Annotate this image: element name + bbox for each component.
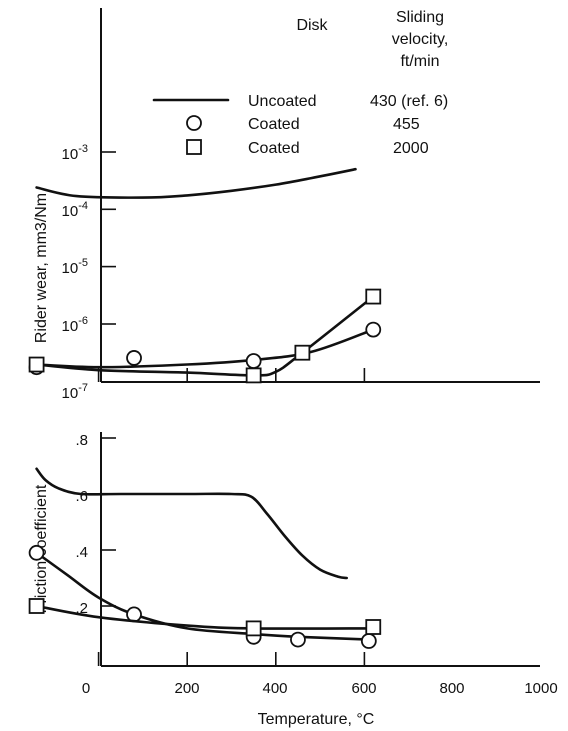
legend-header-velocity-line1: Sliding — [396, 9, 444, 26]
xtick-label-1000: 1000 — [524, 680, 557, 697]
wear-ytick-label-1e-3: 10-3 — [62, 143, 88, 163]
wear-point-coated-2000-2 — [294, 344, 311, 361]
wear-y-axis-label: Rider wear, mm3/Nm — [33, 193, 50, 343]
friction-point-coated-455-3 — [290, 631, 306, 648]
friction-point-coated-2000-2 — [365, 619, 382, 635]
legend-item-coated455-velocity: 455 — [393, 116, 420, 133]
x-axis-label: Temperature, °C — [258, 711, 375, 728]
friction-curve-coated-2000 — [35, 604, 375, 630]
legend-header-velocity-line3: ft/min — [400, 53, 439, 70]
friction-panel: .8 .6 .4 .2 0 200 400 600 800 1000 Frict… — [28, 432, 558, 728]
wear-tick-labels: 10-3 10-4 10-5 10-6 10-7 — [62, 143, 88, 402]
legend-item-coated2000-velocity: 2000 — [393, 140, 429, 157]
friction-ytick-label-0.8: .8 — [75, 432, 88, 449]
legend: Disk Sliding velocity, ft/min Uncoated 4… — [152, 9, 449, 157]
friction-ticks — [97, 437, 366, 666]
friction-curve-uncoated-430 — [35, 467, 348, 580]
wear-panel: 10-3 10-4 10-5 10-6 10-7 Rider wear, mm3… — [28, 8, 540, 402]
wear-curve-coated-455 — [35, 328, 375, 369]
wear-ticks — [97, 151, 366, 383]
legend-square-marker — [186, 139, 202, 155]
legend-item-uncoated-velocity: 430 (ref. 6) — [370, 93, 448, 110]
friction-point-coated-2000-0 — [28, 598, 45, 614]
friction-point-coated-455-0 — [28, 544, 45, 561]
legend-item-coated2000-disk: Coated — [248, 140, 300, 157]
legend-item-uncoated-disk: Uncoated — [248, 93, 317, 110]
wear-curve-uncoated-430 — [35, 167, 357, 199]
friction-ytick-label-0.6: .6 — [75, 488, 88, 505]
friction-ytick-label-0.4: .4 — [75, 544, 88, 561]
legend-item-coated455-disk: Coated — [248, 116, 300, 133]
wear-ytick-label-1e-7: 10-7 — [62, 382, 88, 402]
friction-point-coated-455-4 — [360, 633, 377, 649]
wear-series — [28, 167, 382, 384]
wear-point-coated-2000-3 — [365, 288, 382, 305]
wear-ytick-label-1e-5: 10-5 — [62, 257, 88, 277]
friction-point-coated-2000-1 — [245, 620, 262, 637]
wear-ytick-label-1e-6: 10-6 — [62, 315, 88, 335]
xtick-label-800: 800 — [439, 680, 464, 697]
legend-header-velocity-line2: velocity, — [392, 31, 449, 48]
xtick-label-200: 200 — [174, 680, 199, 697]
friction-point-coated-455-1 — [126, 606, 142, 623]
wear-point-coated-455-1 — [126, 350, 142, 366]
wear-point-coated-455-2 — [245, 353, 262, 369]
wear-point-coated-2000-0 — [28, 356, 45, 373]
friction-ytick-labels: .8 .6 .4 .2 — [75, 432, 88, 617]
xtick-label-0: 0 — [82, 680, 90, 697]
friction-series — [28, 467, 382, 649]
legend-header-disk: Disk — [296, 17, 328, 34]
legend-circle-marker — [186, 115, 202, 131]
friction-xtick-labels: 0 200 400 600 800 1000 — [82, 680, 558, 697]
xtick-label-400: 400 — [262, 680, 287, 697]
friction-ytick-label-0.2: .2 — [75, 600, 88, 617]
wear-point-coated-2000-1 — [245, 367, 262, 384]
wear-point-coated-455-3 — [365, 321, 382, 338]
xtick-label-600: 600 — [351, 680, 376, 697]
wear-ytick-label-1e-4: 10-4 — [62, 200, 88, 220]
